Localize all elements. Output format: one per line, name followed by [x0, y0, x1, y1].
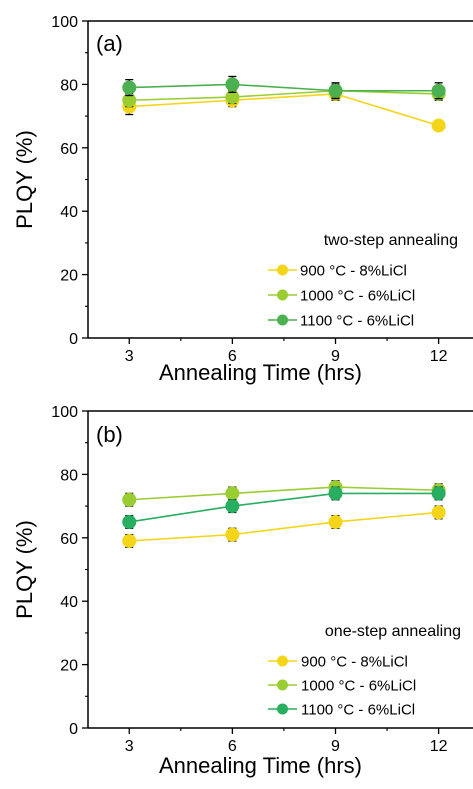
legend-marker — [277, 703, 288, 715]
x-tick-label: 3 — [125, 348, 134, 365]
data-point — [431, 83, 446, 98]
x-tick-label: 9 — [331, 348, 340, 365]
data-point — [122, 514, 137, 529]
data-point — [225, 486, 240, 501]
data-point — [225, 77, 240, 92]
x-tick-label: 6 — [228, 348, 237, 365]
data-point — [225, 527, 240, 542]
legend-label: 1000 °C - 6%LiCl — [301, 678, 416, 695]
legend-marker — [277, 655, 288, 667]
series-line-3 — [129, 83, 439, 92]
series-line-2 — [129, 89, 439, 102]
legend-label: 1000 °C - 6%LiCl — [300, 288, 415, 305]
y-tick-label: 40 — [60, 204, 78, 221]
x-tick-label: 9 — [331, 738, 340, 755]
legend-label: 900 °C - 8%LiCl — [301, 654, 408, 671]
series-line-3 — [129, 492, 439, 523]
legend-marker — [277, 289, 288, 301]
legend-marker — [277, 264, 288, 276]
legend-title: one-step annealing — [325, 623, 461, 640]
chart-panel-b: 0 20 40 60 80 100 3 6 9 12 Annealing Time (hrs) PLQ… — [12, 404, 473, 778]
legend-marker — [277, 314, 288, 326]
series-line-2 — [129, 486, 439, 501]
x-tick-label: 12 — [430, 738, 448, 755]
y-tick-label: 100 — [51, 14, 78, 31]
legend-label: 1100 °C - 6%LiCl — [300, 313, 414, 330]
x-tick-label: 12 — [430, 348, 448, 365]
data-point — [122, 492, 137, 507]
series-line-1 — [129, 511, 439, 542]
data-point — [431, 505, 446, 520]
x-axis-title: Annealing Time (hrs) — [159, 753, 362, 778]
legend-marker — [277, 679, 288, 691]
data-point — [328, 486, 343, 501]
chart-panel-a: 0 20 40 60 80 100 3 6 9 12 Annealing Time (hrs) PLQ… — [12, 14, 473, 385]
y-tick-label: 60 — [60, 141, 78, 158]
data-point — [122, 80, 137, 95]
y-tick-label: 80 — [60, 467, 78, 484]
data-point — [328, 83, 343, 98]
y-tick-label: 80 — [60, 77, 78, 94]
x-axis-title: Annealing Time (hrs) — [159, 360, 362, 385]
legend-title: two-step annealing — [324, 232, 458, 249]
y-axis-title: PLQY (%) — [12, 520, 37, 619]
panel-label: (b) — [96, 422, 123, 447]
y-tick-label: 0 — [69, 331, 78, 348]
x-tick-label: 6 — [228, 738, 237, 755]
y-tick-label: 20 — [60, 658, 78, 675]
x-tick-label: 3 — [125, 738, 134, 755]
data-point — [328, 514, 343, 529]
data-point — [431, 486, 446, 501]
data-point — [431, 118, 446, 133]
legend-label: 1100 °C - 6%LiCl — [301, 702, 415, 719]
legend-label: 900 °C - 8%LiCl — [300, 263, 407, 280]
panel-label: (a) — [96, 31, 123, 56]
data-point — [122, 533, 137, 548]
y-tick-label: 100 — [51, 404, 78, 421]
y-tick-label: 0 — [69, 721, 78, 738]
y-tick-label: 40 — [60, 594, 78, 611]
y-tick-label: 20 — [60, 268, 78, 285]
y-tick-label: 60 — [60, 531, 78, 548]
series-line-1 — [129, 93, 439, 127]
y-axis-title: PLQY (%) — [12, 130, 37, 229]
data-point — [225, 499, 240, 514]
